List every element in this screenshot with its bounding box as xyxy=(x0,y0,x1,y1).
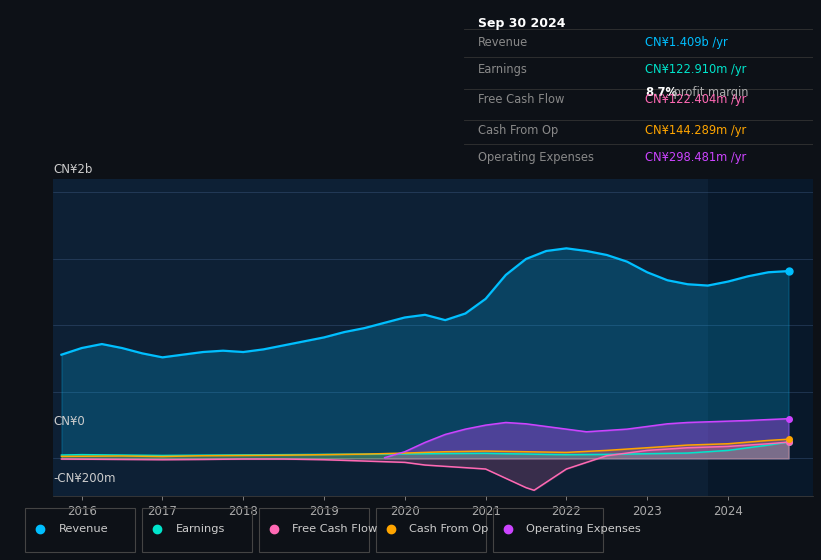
Text: CN¥0: CN¥0 xyxy=(53,414,85,428)
Text: Revenue: Revenue xyxy=(58,524,108,534)
Text: CN¥144.289m /yr: CN¥144.289m /yr xyxy=(645,124,746,137)
Text: Free Cash Flow: Free Cash Flow xyxy=(478,93,564,106)
Text: Earnings: Earnings xyxy=(478,63,528,76)
Text: profit margin: profit margin xyxy=(670,86,748,99)
Text: Earnings: Earnings xyxy=(176,524,225,534)
Text: Sep 30 2024: Sep 30 2024 xyxy=(478,17,566,30)
Text: Free Cash Flow: Free Cash Flow xyxy=(292,524,378,534)
Text: Cash From Op: Cash From Op xyxy=(410,524,488,534)
Text: Operating Expenses: Operating Expenses xyxy=(478,151,594,164)
Text: CN¥122.404m /yr: CN¥122.404m /yr xyxy=(645,93,746,106)
Text: Revenue: Revenue xyxy=(478,36,528,49)
Text: Operating Expenses: Operating Expenses xyxy=(526,524,641,534)
Text: CN¥298.481m /yr: CN¥298.481m /yr xyxy=(645,151,746,164)
Text: Cash From Op: Cash From Op xyxy=(478,124,558,137)
Text: -CN¥200m: -CN¥200m xyxy=(53,472,116,486)
Text: CN¥1.409b /yr: CN¥1.409b /yr xyxy=(645,36,728,49)
Text: CN¥2b: CN¥2b xyxy=(53,164,93,176)
Text: 8.7%: 8.7% xyxy=(645,86,677,99)
Text: CN¥122.910m /yr: CN¥122.910m /yr xyxy=(645,63,746,76)
Bar xyxy=(708,179,817,496)
